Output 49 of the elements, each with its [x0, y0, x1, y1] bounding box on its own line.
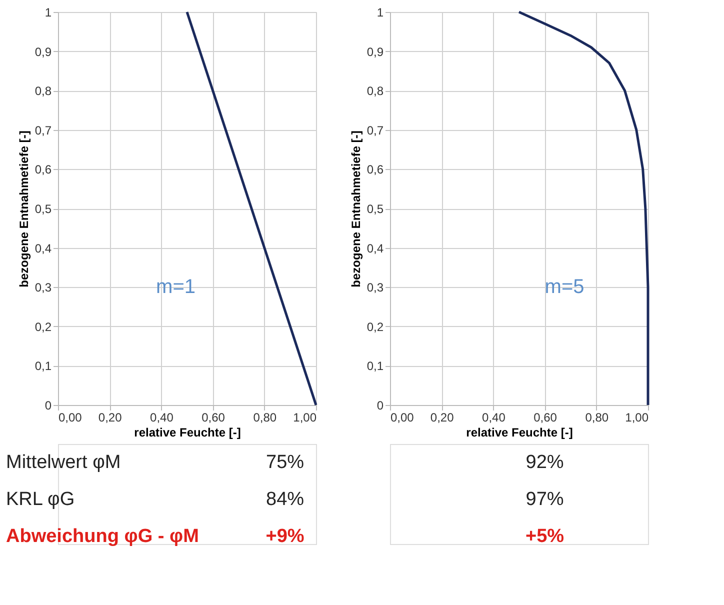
y-tick-label: 0,2: [366, 320, 384, 334]
y-axis-title: bezogene Entnahmetiefe [-]: [16, 130, 31, 288]
text: 97%: [526, 489, 564, 510]
text: +5%: [526, 526, 564, 547]
x-tick-label: 0,00: [390, 410, 414, 424]
text: 75%: [266, 452, 304, 473]
y-tick-label: 1: [376, 6, 384, 20]
y-tick-label: 0,9: [34, 44, 52, 59]
text: 92%: [526, 452, 564, 473]
y-tick-label: 0,4: [34, 241, 52, 256]
annotation: m=1: [156, 276, 196, 298]
y-tick-label: 0: [44, 398, 52, 412]
y-tick-label: 0,9: [366, 44, 384, 59]
text: Abweichung φG - φM: [6, 526, 199, 547]
y-tick-label: 0,5: [366, 202, 384, 216]
y-tick-label: 0,8: [34, 84, 52, 98]
annotation: m=5: [544, 276, 584, 298]
x-tick-label: 0,20: [430, 410, 454, 424]
y-tick-label: 0: [376, 398, 384, 412]
y-tick-label: 0,4: [366, 241, 384, 256]
x-tick-label: 0,80: [585, 410, 609, 424]
y-tick-label: 0,1: [366, 359, 384, 374]
y-tick-label: 0,7: [366, 123, 384, 138]
x-tick-label: 0,60: [202, 410, 226, 424]
y-axis-title: bezogene Entnahmetiefe [-]: [348, 130, 363, 288]
x-tick-label: 0,60: [534, 410, 558, 424]
y-tick-label: 0,5: [34, 202, 52, 216]
x-tick-label: 0,40: [150, 410, 174, 424]
x-tick-label: 1,00: [293, 410, 317, 424]
x-axis-title: relative Feuchte [-]: [134, 426, 241, 440]
y-tick-label: 0,3: [366, 280, 384, 295]
text: KRL φG: [6, 489, 75, 510]
y-tick-label: 0,2: [34, 320, 52, 334]
y-tick-label: 0,6: [366, 162, 384, 177]
y-tick-label: 0,1: [34, 359, 52, 374]
y-tick-label: 0,6: [34, 162, 52, 177]
x-tick-label: 1,00: [625, 410, 649, 424]
y-tick-label: 0,8: [366, 84, 384, 98]
text: Mittelwert φM: [6, 452, 121, 473]
y-tick-label: 1: [44, 6, 52, 20]
y-tick-label: 0,7: [34, 123, 52, 138]
x-tick-label: 0,20: [98, 410, 122, 424]
text: 84%: [266, 489, 304, 510]
x-tick-label: 0,00: [58, 410, 82, 424]
y-tick-label: 0,3: [34, 280, 52, 295]
text: +9%: [266, 526, 304, 547]
x-axis-title: relative Feuchte [-]: [466, 426, 573, 440]
x-tick-label: 0,80: [253, 410, 277, 424]
x-tick-label: 0,40: [482, 410, 506, 424]
